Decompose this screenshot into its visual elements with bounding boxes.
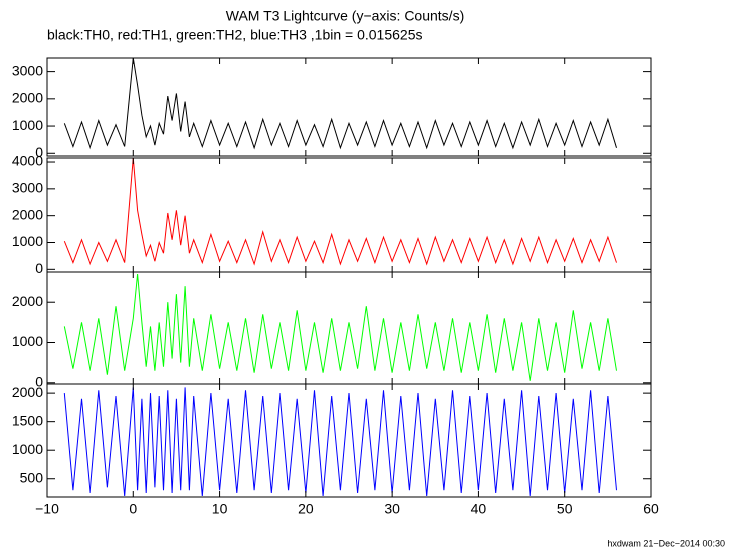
y-tick-label: 500: [20, 469, 44, 485]
chart-title: WAM T3 Lightcurve (y−axis: Counts/s): [226, 8, 464, 24]
y-tick-label: 1500: [12, 412, 43, 428]
panel-frame: [46, 157, 652, 273]
x-tick-label: 10: [212, 501, 228, 517]
y-tick-label: 4000: [12, 153, 43, 169]
y-tick-label: 1000: [12, 117, 43, 133]
x-tick-label: 40: [471, 501, 487, 517]
y-tick-label: 2000: [12, 384, 43, 400]
panel-frame: [46, 383, 652, 498]
y-tick-label: 2000: [12, 293, 43, 309]
y-tick-label: 0: [35, 373, 43, 389]
x-tick-label: 30: [384, 501, 400, 517]
lightcurve: [63, 158, 617, 266]
panel-frame: [46, 57, 652, 157]
lightcurve: [63, 273, 617, 381]
y-tick-label: 0: [35, 144, 43, 160]
x-tick-label: 50: [557, 501, 573, 517]
y-tick-label: 1000: [12, 441, 43, 457]
lightcurve: [63, 387, 617, 496]
panel-frame: [46, 271, 652, 385]
y-tick-label: 1000: [12, 333, 43, 349]
x-tick-label: 0: [129, 501, 137, 517]
x-tick-label: 60: [643, 501, 659, 517]
x-tick-label: 20: [298, 501, 314, 517]
footer: hxdwam 21−Dec−2014 00:30: [607, 538, 725, 548]
x-tick-label: −10: [35, 501, 59, 517]
y-tick-label: 3000: [12, 62, 43, 78]
y-tick-label: 3000: [12, 180, 43, 196]
y-tick-label: 2000: [12, 90, 43, 106]
y-tick-label: 0: [35, 260, 43, 276]
y-tick-label: 1000: [12, 233, 43, 249]
y-tick-label: 2000: [12, 206, 43, 222]
lightcurve: [63, 58, 617, 150]
chart-subtitle: black:TH0, red:TH1, green:TH2, blue:TH3 …: [47, 27, 422, 43]
